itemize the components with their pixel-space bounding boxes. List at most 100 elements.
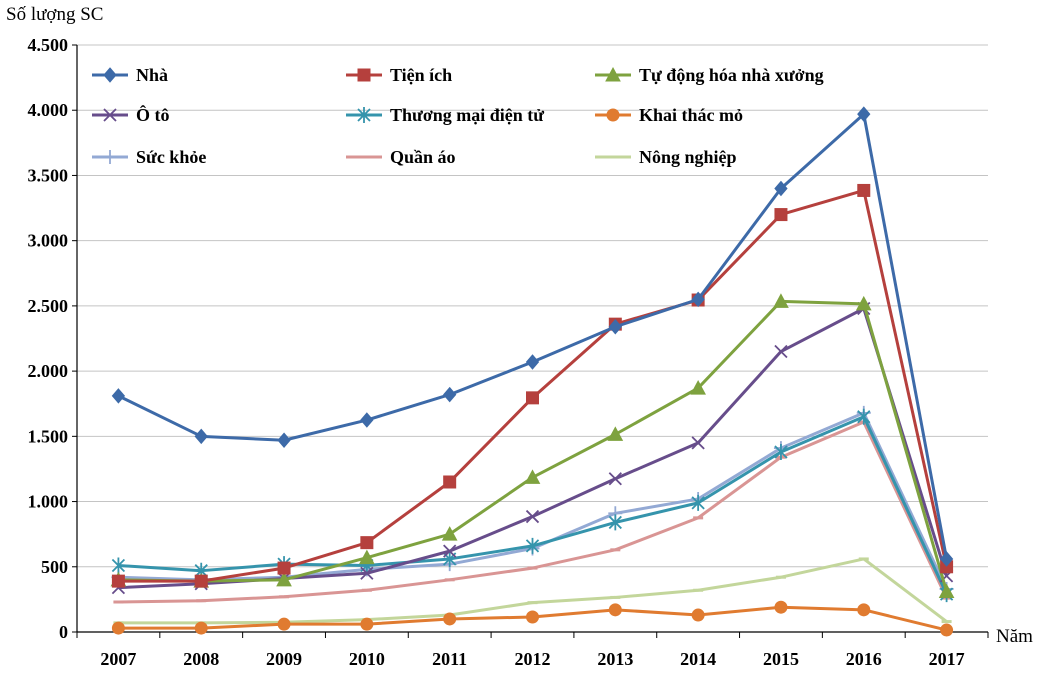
data-point [691, 494, 705, 511]
data-point [857, 408, 871, 425]
data-point [443, 612, 457, 626]
x-tick-label: 2011 [432, 649, 467, 669]
axes [76, 45, 989, 638]
legend-item-suc-khoe: Sức khỏe [92, 147, 206, 167]
data-point [360, 566, 374, 580]
series-khai-thac-mo [111, 600, 954, 637]
legend-label: Nhà [136, 65, 168, 85]
y-tick-label: 3.500 [28, 165, 69, 185]
legend-marker [103, 108, 117, 122]
x-tick-label: 2016 [846, 649, 882, 669]
y-tick-label: 3.000 [28, 231, 69, 251]
data-point [111, 388, 126, 404]
y-tick-label: 4.500 [28, 35, 69, 55]
y-tick-label: 4.000 [28, 100, 69, 120]
legend-label: Nông nghiệp [639, 147, 737, 167]
legend-label: Thương mại điện tử [390, 105, 544, 125]
data-point [774, 600, 788, 614]
data-point [360, 412, 374, 428]
legend-item-khai-thac-mo: Khai thác mỏ [595, 105, 743, 125]
data-point [360, 536, 374, 550]
legend-item-thuong-mai-dien-tu: Thương mại điện tử [346, 105, 544, 125]
data-point [526, 610, 539, 624]
legend-label: Khai thác mỏ [639, 105, 743, 125]
data-point [857, 106, 871, 122]
legend-item-nong-nghiep: Nông nghiệp [595, 147, 737, 167]
legend-item-tien-ich: Tiện ích [346, 65, 452, 85]
data-point [443, 544, 457, 558]
x-tick-label: 2008 [183, 649, 219, 669]
legend-marker [357, 107, 371, 123]
data-point [360, 617, 374, 631]
x-axis-title: Năm [996, 626, 1033, 647]
data-point [525, 509, 540, 524]
data-point [524, 469, 541, 484]
data-point [608, 603, 622, 617]
y-tick-label: 1.500 [28, 426, 69, 446]
data-point [111, 557, 126, 574]
legend-marker [606, 108, 620, 122]
data-point [111, 621, 125, 635]
y-tick-labels: 0 500 1.000 1.500 2.000 2.500 3.000 3.500 4.000 4… [28, 35, 69, 642]
data-point [774, 344, 788, 359]
legend-label: Sức khỏe [136, 147, 206, 167]
legend-marker [103, 150, 117, 164]
legend-label: Tiện ích [390, 65, 452, 85]
data-point [940, 623, 954, 637]
data-point [938, 583, 955, 599]
x-tick-label: 2012 [515, 649, 551, 669]
data-point [855, 295, 872, 311]
data-point [111, 574, 125, 588]
data-point [774, 208, 788, 222]
data-point [690, 380, 706, 395]
data-point [939, 551, 954, 567]
data-point [525, 354, 540, 370]
data-point [194, 428, 208, 445]
x-tick-label: 2015 [763, 649, 799, 669]
series-nha [111, 106, 954, 567]
data-point [277, 561, 291, 575]
legend-label: Ô tô [136, 104, 170, 125]
data-point [608, 472, 622, 486]
y-tick-label: 2.000 [28, 361, 69, 381]
series-tien-ich [111, 183, 954, 588]
legend-label: Quần áo [390, 147, 456, 167]
x-tick-label: 2010 [349, 649, 385, 669]
data-point [359, 549, 375, 565]
legend-item-quan-ao: Quần áo [346, 147, 456, 167]
data-point [857, 603, 871, 617]
data-point [691, 608, 705, 622]
data-point [194, 574, 208, 588]
series-line [118, 188, 949, 583]
y-tick-label: 2.500 [28, 296, 69, 316]
x-tick-label: 2014 [680, 649, 716, 669]
x-tick-label: 2007 [100, 649, 136, 669]
data-point [607, 426, 624, 441]
data-point [774, 443, 788, 460]
data-point [691, 436, 705, 450]
x-tick-label: 2017 [929, 649, 965, 669]
legend: Nhà Tiện ích Tự động hóa nhà xưởng Ô tô Thươ… [92, 65, 824, 167]
legend-item-o-to: Ô tô [92, 104, 170, 125]
legend-item-tu-dong-hoa-nha-xuong: Tự động hóa nhà xưởng [595, 65, 824, 85]
data-point [774, 180, 788, 197]
data-point [691, 291, 705, 308]
legend-marker [357, 68, 371, 82]
y-tick-label: 1.000 [28, 492, 69, 512]
data-point [443, 386, 457, 403]
legend-item-nha: Nhà [92, 65, 168, 85]
legend-marker [605, 66, 621, 82]
series-group [110, 106, 955, 637]
y-tick-label: 0 [59, 622, 68, 642]
data-point [443, 475, 457, 489]
data-point [525, 537, 540, 554]
data-point [608, 318, 622, 335]
y-axis-title: Số lượng SC [6, 4, 103, 25]
legend-label: Tự động hóa nhà xưởng [639, 65, 824, 85]
data-point [276, 571, 292, 587]
data-point [441, 526, 458, 541]
data-point [526, 391, 539, 405]
x-tick-label: 2009 [266, 649, 302, 669]
y-tick-label: 500 [41, 557, 68, 577]
